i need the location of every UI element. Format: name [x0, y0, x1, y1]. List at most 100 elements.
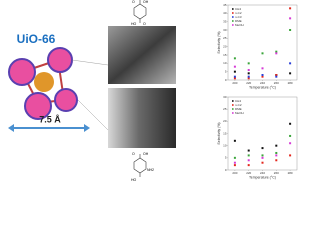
legend-marker: [232, 112, 234, 114]
legend-label: n-C2: [235, 11, 242, 15]
y-tick-label: 5: [225, 156, 227, 160]
point: [247, 72, 250, 75]
connector: [77, 99, 109, 131]
x-tick-label: 240: [260, 81, 265, 85]
point: [233, 164, 236, 167]
atom-label: HO: [131, 22, 137, 26]
point: [261, 156, 264, 159]
atom-label: O: [132, 0, 135, 4]
molecule: [133, 0, 147, 177]
point: [289, 142, 292, 145]
x-tick-label: 220: [246, 81, 251, 85]
legend-marker: [232, 20, 234, 22]
point: [247, 75, 250, 78]
legend-marker: [232, 24, 234, 26]
x-tick-label: 260: [274, 81, 279, 85]
point: [261, 52, 264, 55]
point: [275, 75, 278, 78]
point: [289, 17, 292, 20]
point: [289, 122, 292, 125]
y-tick-label: 35: [223, 19, 227, 23]
atom-label: O: [143, 22, 146, 26]
y-tick-label: 25: [223, 36, 227, 40]
point: [233, 65, 236, 68]
y-tick-label: 15: [223, 53, 227, 57]
legend-label: n-C2: [235, 103, 242, 107]
figure: UiO-66 7.5 Å O HO OH O O OH HO NH2 0 5 10 1…: [8, 0, 298, 182]
x-axis-label: Temperature (°C): [249, 175, 276, 179]
x-tick-label: 280: [288, 81, 293, 85]
mof-structure: [8, 47, 78, 120]
legend-label: MeOH: [235, 111, 244, 115]
legend-label: CH4: [235, 99, 241, 103]
y-tick-label: 45: [223, 3, 227, 7]
legend-marker: [232, 100, 234, 102]
atom-label: OH: [143, 0, 149, 4]
point: [233, 57, 236, 60]
point: [289, 29, 292, 31]
legend-label: CH4: [235, 7, 241, 11]
connector: [71, 59, 109, 66]
atom-label: NH2: [147, 168, 154, 172]
legend-label: DME: [235, 107, 242, 111]
point: [247, 164, 250, 167]
legend-label: DME: [235, 19, 242, 23]
point: [275, 154, 278, 157]
pore-size: 7.5 Å: [39, 114, 61, 124]
x-tick-label: 200: [232, 171, 237, 175]
y-axis-label: Selectivity (%): [217, 122, 221, 144]
y-tick-label: 10: [223, 61, 227, 65]
point: [289, 62, 292, 65]
y-tick-label: 40: [223, 11, 227, 15]
point: [261, 67, 264, 70]
y-tick-label: 10: [223, 143, 227, 147]
legend-marker: [232, 16, 234, 18]
point: [233, 161, 236, 164]
point: [289, 72, 292, 75]
arrow-head: [8, 124, 14, 132]
point: [233, 139, 236, 142]
atom-label: O: [132, 152, 135, 156]
point: [289, 7, 292, 10]
y-tick-label: 15: [223, 131, 227, 135]
framework-label: UiO-66: [17, 32, 56, 46]
legend-marker: [232, 104, 234, 106]
x-tick-label: 280: [288, 171, 293, 175]
legend-label: n-C3: [235, 15, 242, 19]
point: [261, 74, 264, 76]
x-tick-label: 220: [246, 171, 251, 175]
point: [275, 52, 278, 55]
y-tick-label: 25: [223, 107, 227, 111]
point: [275, 159, 278, 162]
y-tick-label: 0: [225, 168, 227, 172]
y-tick-label: 0: [225, 78, 227, 82]
point: [275, 151, 278, 154]
point: [233, 70, 236, 73]
atom-label: OH: [143, 152, 149, 156]
arrow-head: [84, 124, 90, 132]
point: [261, 75, 264, 78]
point: [247, 159, 250, 162]
y-tick-label: 20: [223, 119, 227, 123]
tem-image: [108, 26, 176, 84]
point: [233, 75, 236, 78]
legend-marker: [232, 8, 234, 10]
point: [275, 74, 278, 76]
legend-marker: [232, 108, 234, 110]
x-tick-label: 240: [260, 171, 265, 175]
point: [233, 77, 236, 80]
point: [247, 154, 250, 157]
point: [247, 149, 250, 152]
point: [289, 154, 292, 157]
point: [247, 69, 250, 71]
y-tick-label: 30: [223, 95, 227, 99]
tem-image: [108, 88, 176, 148]
point: [247, 77, 250, 80]
point: [261, 161, 264, 164]
point: [261, 154, 264, 157]
point: [261, 147, 264, 150]
point: [233, 156, 236, 159]
legend-marker: [232, 12, 234, 14]
y-axis-label: Selectivity (%): [217, 31, 221, 53]
x-tick-label: 200: [232, 81, 237, 85]
